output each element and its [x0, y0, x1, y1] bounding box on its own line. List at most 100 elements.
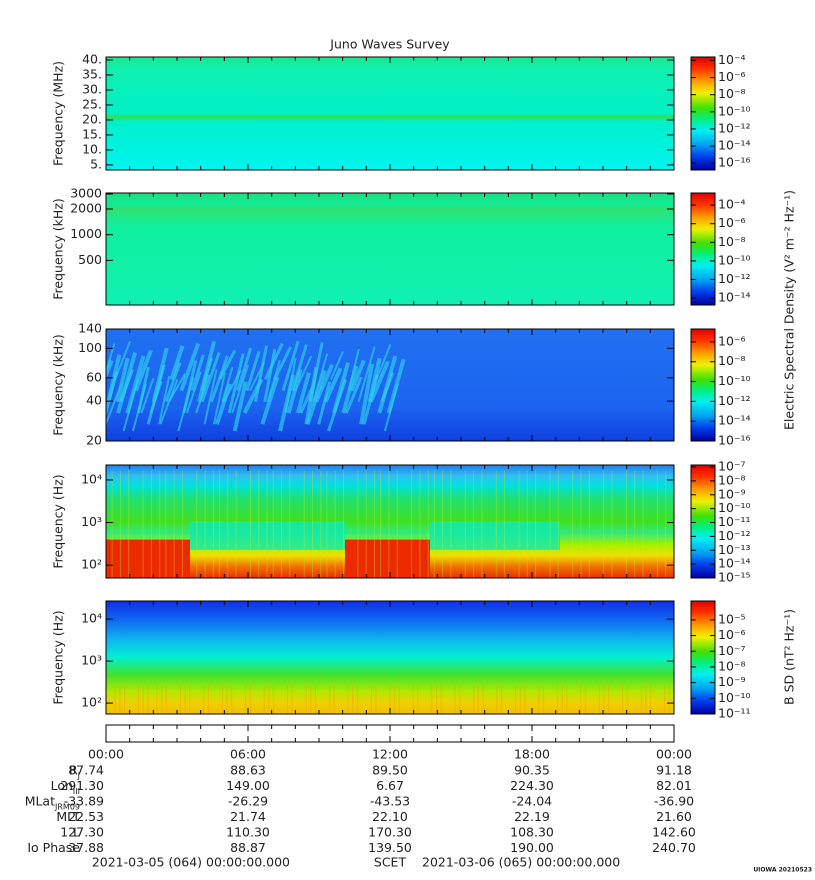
streak [114, 340, 132, 380]
row-value: 88.63 [230, 763, 266, 778]
streak [236, 347, 253, 392]
streak [232, 381, 248, 432]
y-tick-label: 15. [82, 126, 102, 141]
streak [149, 381, 163, 414]
y-tick-label: 10⁴ [81, 611, 102, 626]
colorbar-tick-label: 10⁻⁶ [718, 69, 746, 84]
streak [131, 383, 147, 432]
row-value: 142.60 [652, 825, 696, 840]
row-label-sub: JRM09 [54, 803, 80, 812]
streak [222, 369, 242, 403]
row-value: -24.04 [512, 794, 552, 809]
colorbar-tick-label: 10⁻⁴ [718, 52, 746, 67]
colorbar-tick-label: 10⁻¹⁰ [718, 500, 751, 515]
row-value: -43.53 [370, 794, 410, 809]
streak [200, 357, 214, 392]
streak [209, 355, 229, 403]
streak [341, 365, 359, 414]
y-tick-label: 100 [78, 340, 102, 355]
streak [169, 345, 185, 381]
colorbar-tick-label: 10⁻¹⁴ [718, 556, 751, 571]
colorbar [690, 600, 716, 715]
colorbar-tick-label: 10⁻⁸ [718, 658, 746, 673]
y-tick-label: 2000 [70, 201, 102, 216]
row-value: 22.10 [372, 809, 408, 824]
colorbar-tick-label: 10⁻⁹ [718, 486, 746, 501]
row-value: 87.74 [68, 763, 104, 778]
streak [119, 368, 135, 403]
colorbar-tick-label: 10⁻¹² [718, 393, 751, 408]
row-value: 90.35 [514, 763, 550, 778]
streak [349, 359, 366, 392]
colorbar-tick-label: 10⁻⁵ [718, 611, 746, 626]
y-tick-label: 10³ [81, 514, 102, 529]
streak [330, 351, 344, 380]
streak [380, 372, 395, 403]
streak [357, 346, 376, 403]
streak [281, 340, 300, 392]
streak [125, 355, 146, 414]
colorbar-tick-label: 10⁻¹⁰ [718, 252, 751, 267]
streak [327, 378, 347, 432]
streak [386, 358, 406, 414]
spectrogram [106, 193, 674, 305]
y-tick-label: 25. [82, 96, 102, 111]
streak [278, 374, 296, 432]
streak [245, 350, 261, 392]
footer-center: SCET [374, 855, 407, 870]
streak [260, 376, 280, 425]
streak [159, 379, 179, 425]
streak [227, 353, 245, 414]
streak [305, 369, 327, 425]
colorbar-tick-label: 10⁻¹² [718, 271, 751, 286]
colorbar-tick-label: 10⁻⁶ [718, 627, 746, 642]
colorbar-tick-label: 10⁻¹⁶ [718, 433, 751, 448]
streak [231, 364, 250, 414]
spectrogram-detail [106, 470, 667, 578]
streak [203, 369, 218, 425]
row-value: 291.30 [60, 778, 104, 793]
row-value: -33.89 [64, 794, 104, 809]
y-tick-label: 10² [81, 557, 102, 572]
y-tick-label: 40. [82, 51, 102, 66]
colorbar-tick-label: 10⁻⁸ [718, 234, 746, 249]
colorbar [690, 464, 716, 579]
row-value: 22.19 [514, 809, 550, 824]
streak [294, 355, 313, 392]
streak [317, 381, 332, 425]
row-label: R [69, 763, 78, 778]
streak [242, 378, 264, 414]
streak [290, 344, 308, 392]
colorbar [690, 56, 716, 171]
streak [273, 346, 292, 381]
colorbar-tick-label: 10⁻¹⁰ [718, 103, 751, 118]
row-value: -26.29 [228, 794, 268, 809]
hot-region [345, 539, 430, 578]
y-tick-label: 60 [86, 369, 102, 384]
streak [115, 357, 130, 403]
colorbar-tick-label: 10⁻¹¹ [718, 514, 751, 529]
colorbar-tick-label: 10⁻⁹ [718, 674, 746, 689]
credit: UIOWA 20210523 [753, 867, 812, 874]
streak [369, 360, 390, 403]
streak [214, 383, 232, 425]
colorbar-tick-label: 10⁻¹¹ [718, 706, 751, 721]
row-value: 127.30 [60, 825, 104, 840]
colorbar-tick-label: 10⁻¹⁴ [718, 290, 751, 305]
colorbar-label: Electric Spectral Density (V² m⁻² Hz⁻¹) [782, 190, 797, 430]
y-tick-label: 3000 [70, 185, 102, 200]
row-label: Io Phase [27, 840, 80, 855]
spectrogram [106, 57, 674, 170]
row-value: 82.01 [656, 778, 692, 793]
row-value: 22.53 [68, 809, 104, 824]
colorbar-tick-label: 10⁻⁸ [718, 86, 746, 101]
footer-end: 2021-03-06 (065) 00:00:00.000 [422, 855, 620, 870]
streak [212, 372, 226, 425]
colorbar [690, 192, 716, 306]
row-value: 21.74 [230, 809, 266, 824]
streak [286, 368, 303, 414]
y-tick-label: 1000 [70, 226, 102, 241]
x-tick-label: 00:00 [656, 747, 692, 762]
streak [249, 362, 265, 392]
streak [106, 359, 114, 381]
